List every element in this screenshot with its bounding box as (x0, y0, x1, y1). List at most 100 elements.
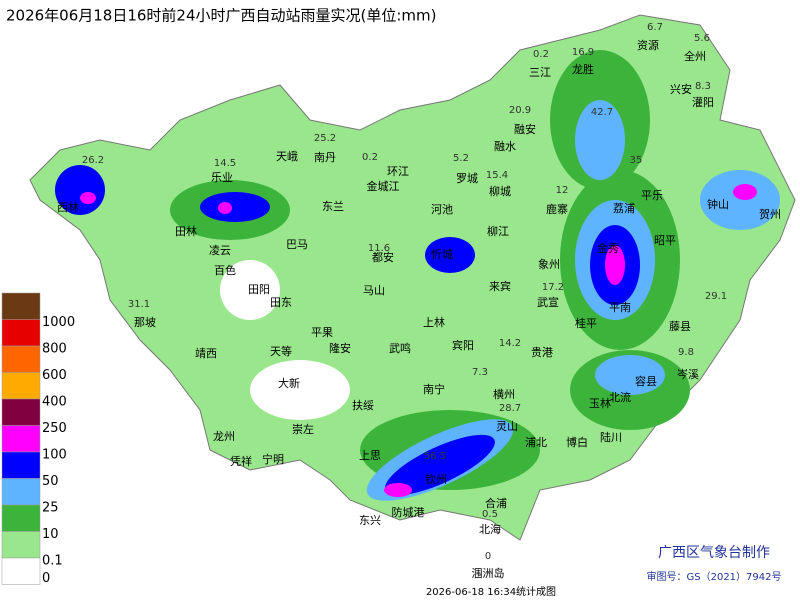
city-label: 柳城 (489, 184, 511, 198)
rain-value: 0.5 (482, 509, 498, 520)
city-label: 兴安 (670, 82, 692, 96)
rain-value: 5.6 (694, 33, 710, 44)
timestamp: 2026-06-18 16:34统计成图 (426, 585, 556, 598)
province-map (29, 14, 796, 541)
city-label: 容县 (635, 374, 657, 388)
rain-value: 29.1 (705, 291, 727, 302)
legend-swatch (1, 319, 41, 347)
legend: 1000 800 600 400 250 100 50 25 10 0.1 0 (1, 292, 75, 586)
city-label: 凭祥 (230, 454, 252, 468)
rain-value: 0.2 (362, 152, 378, 163)
city-label: 涠洲岛 (472, 566, 505, 580)
legend-label: 250 (42, 421, 67, 436)
city-label: 柳江 (487, 224, 509, 238)
legend-label: 0 (42, 571, 50, 586)
city-label: 武宣 (537, 295, 559, 309)
legend-label: 25 (42, 501, 59, 516)
legend-swatch (1, 478, 41, 506)
city-label: 东兴 (359, 514, 381, 527)
city-label: 大新 (278, 376, 300, 390)
rain-value: 0 (485, 551, 491, 562)
city-label: 横州 (493, 387, 515, 401)
city-label: 东兰 (322, 200, 344, 213)
city-label: 贺州 (759, 208, 781, 221)
rain-value: 9.8 (678, 347, 694, 358)
city-label: 靖西 (195, 347, 217, 360)
city-label: 田林 (175, 224, 197, 238)
city-label: 昭平 (654, 234, 676, 247)
city-label: 平乐 (641, 189, 663, 202)
city-label: 浦北 (525, 436, 547, 449)
city-label: 灌阳 (692, 96, 714, 109)
city-label: 桂平 (575, 316, 597, 330)
city-label: 来宾 (489, 279, 511, 293)
city-label: 荔浦 (613, 202, 635, 215)
city-label: 武鸣 (389, 341, 411, 355)
rain-value: 11.6 (368, 243, 390, 254)
city-label: 防城港 (392, 505, 425, 519)
rain-value: 12 (556, 185, 569, 196)
approval-number: 审图号：GS（2021）7942号 (647, 570, 782, 583)
city-label: 藤县 (669, 320, 691, 333)
city-label: 百色 (214, 263, 236, 277)
city-label: 钟山 (707, 197, 729, 211)
rain-value: 14.2 (499, 338, 521, 349)
city-label: 北海 (479, 522, 501, 536)
city-label: 龙胜 (572, 62, 594, 76)
city-label: 岑溪 (677, 368, 699, 381)
legend-label: 400 (42, 395, 67, 410)
city-label: 忻城 (431, 248, 453, 261)
city-label: 钦州 (425, 473, 447, 486)
legend-label: 1000 (42, 315, 75, 330)
rain-patches (55, 50, 780, 501)
city-label: 凌云 (209, 243, 231, 257)
city-label: 崇左 (292, 423, 314, 436)
rain-value: 56.5 (424, 451, 446, 462)
rain-value: 25.2 (314, 133, 336, 144)
city-label: 南宁 (423, 382, 445, 396)
legend-label: 100 (42, 448, 67, 463)
city-label: 融水 (494, 140, 516, 153)
city-label: 马山 (363, 284, 385, 297)
city-label: 天峨 (276, 150, 298, 163)
city-label: 资源 (637, 38, 659, 52)
legend-label: 600 (42, 368, 67, 383)
city-label: 融安 (514, 122, 536, 136)
city-label: 环江 (387, 165, 409, 178)
rain-value: 5.2 (453, 153, 469, 164)
city-label: 上思 (359, 449, 381, 462)
legend-label: 800 (42, 342, 67, 357)
city-label: 龙州 (213, 430, 235, 443)
city-label: 象州 (538, 258, 560, 271)
legend-swatch (1, 345, 41, 373)
city-label: 平南 (609, 301, 631, 314)
city-label: 灵山 (496, 420, 518, 433)
city-label: 博白 (566, 435, 588, 449)
rain-value: 7.3 (472, 367, 488, 378)
city-label: 三江 (529, 66, 551, 79)
legend-swatch (1, 372, 41, 400)
legend-label: 10 (42, 527, 59, 542)
city-label: 鹿寨 (546, 202, 568, 216)
city-label: 北流 (609, 390, 631, 404)
rain-value: 14.5 (214, 158, 236, 169)
rain-value: 16.9 (572, 47, 594, 58)
city-label: 乐业 (211, 171, 233, 184)
city-label: 上林 (423, 315, 445, 329)
rain-value: 35 (630, 155, 643, 166)
city-label: 合浦 (485, 496, 507, 510)
legend-swatch (1, 451, 41, 479)
city-label: 宁明 (262, 452, 284, 466)
city-label: 宾阳 (452, 338, 474, 352)
rain-value: 0.2 (533, 49, 549, 60)
city-label: 陆川 (600, 430, 622, 444)
city-label: 那坡 (134, 316, 156, 329)
city-label: 玉林 (589, 396, 611, 410)
city-label: 贵港 (531, 346, 553, 359)
city-label: 扶绥 (352, 398, 374, 412)
rain-value: 20.9 (509, 105, 531, 116)
rain-value: 15.4 (486, 170, 508, 181)
rain-value: 28.7 (499, 403, 521, 414)
legend-swatch (1, 504, 41, 532)
city-label: 罗城 (456, 172, 478, 185)
